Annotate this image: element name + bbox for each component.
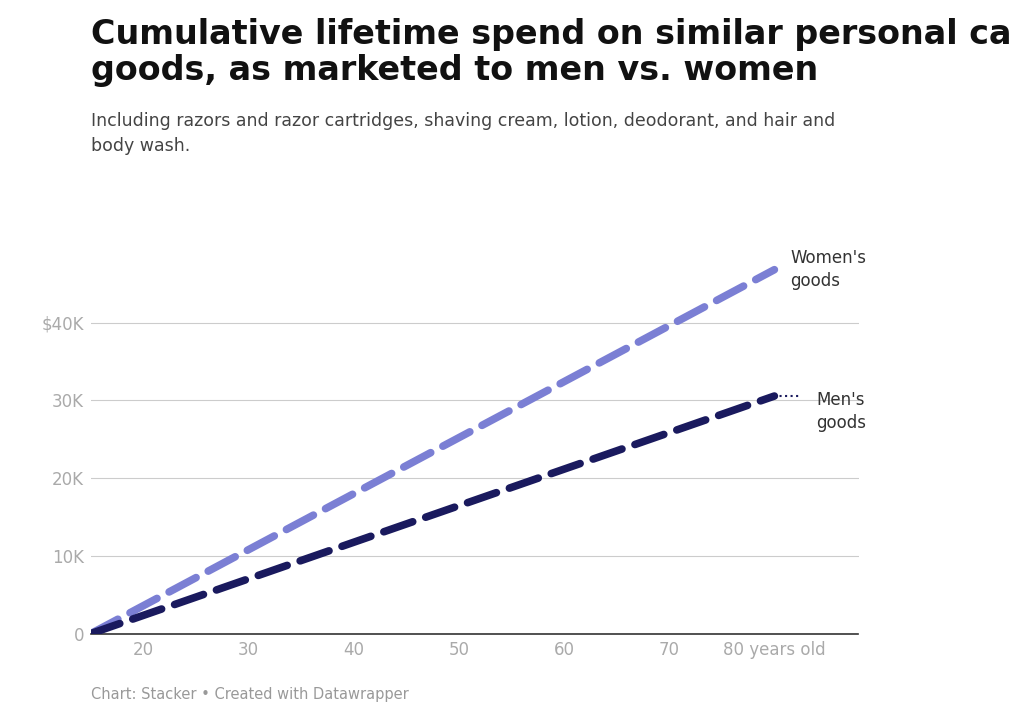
Text: Chart: Stacker • Created with Datawrapper: Chart: Stacker • Created with Datawrappe… (91, 687, 409, 702)
Text: Women's
goods: Women's goods (790, 249, 867, 290)
Text: goods, as marketed to men vs. women: goods, as marketed to men vs. women (91, 54, 818, 87)
Text: Men's
goods: Men's goods (816, 391, 867, 433)
Text: Cumulative lifetime spend on similar personal care: Cumulative lifetime spend on similar per… (91, 18, 1010, 51)
Text: Including razors and razor cartridges, shaving cream, lotion, deodorant, and hai: Including razors and razor cartridges, s… (91, 112, 835, 155)
